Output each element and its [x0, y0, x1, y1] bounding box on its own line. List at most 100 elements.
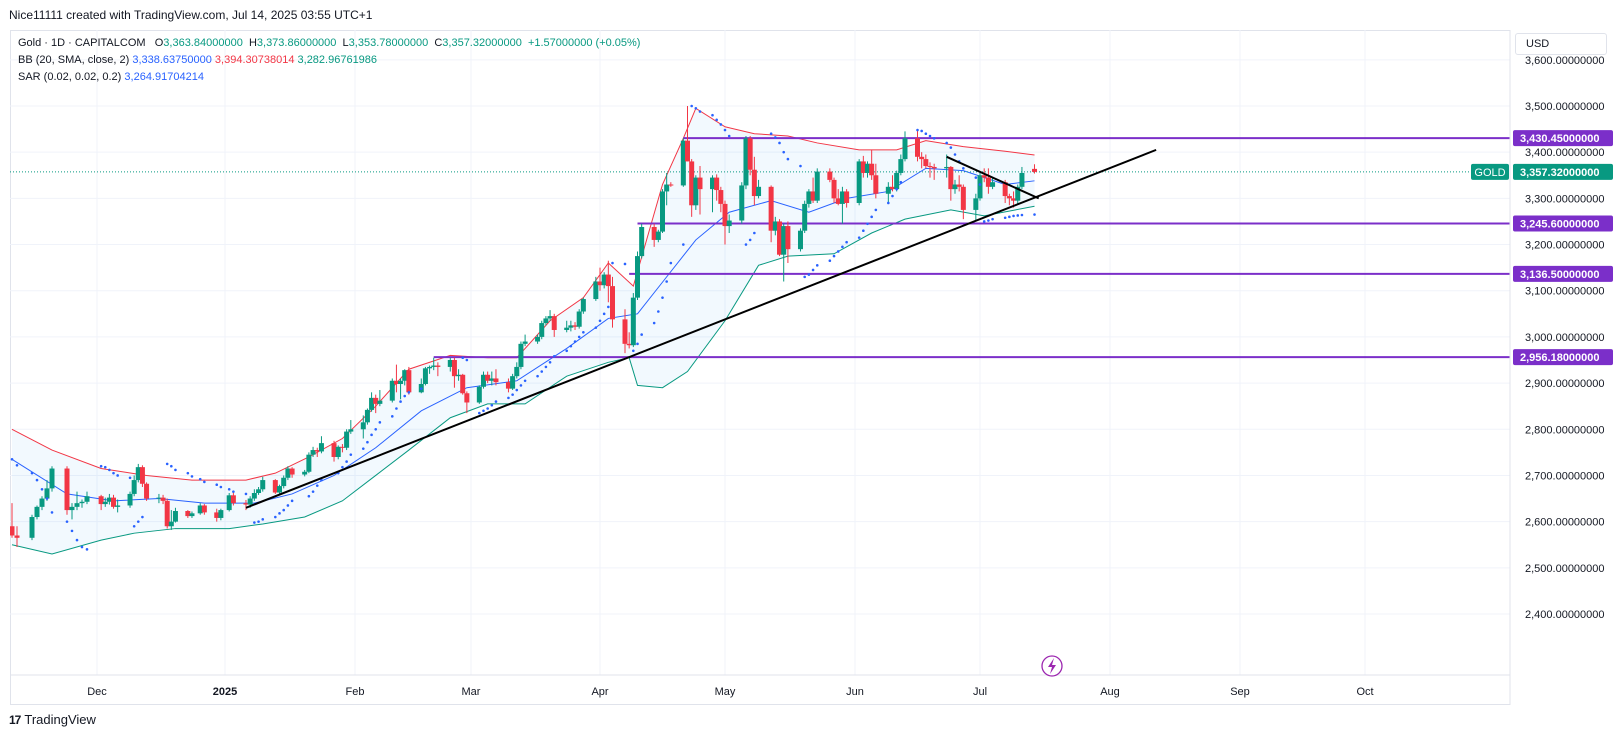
sar-dot — [987, 219, 990, 222]
candle-body — [597, 281, 603, 286]
candle-body — [844, 191, 850, 203]
change-value: +1.57000000 (+0.05%) — [527, 37, 641, 49]
candle-body — [660, 191, 665, 232]
candle-body — [64, 468, 70, 511]
price-tick-label: 2,700.00000000 — [1525, 470, 1605, 482]
candle-body — [456, 374, 462, 377]
price-axis[interactable]: 2,400.00000000 2,500.00000000 2,600.000000… — [1509, 30, 1605, 705]
candle-body — [605, 274, 611, 287]
candle-body — [1019, 172, 1025, 187]
time-tick-label: Aug — [1100, 686, 1120, 698]
candle-body — [460, 374, 466, 394]
sar-dot — [274, 515, 277, 519]
candle-body — [230, 495, 236, 504]
candle-body — [572, 325, 578, 327]
sar-dot — [75, 538, 79, 542]
candle-body — [806, 191, 812, 204]
candle-body — [1002, 182, 1008, 197]
sar-row[interactable]: SAR (0.02, 0.02, 0.2) 3,264.91704214 — [18, 69, 640, 86]
time-tick-label: Jul — [973, 686, 987, 698]
candle-body — [885, 186, 891, 194]
sar-dot — [232, 490, 235, 493]
bb-lower-line — [11, 205, 1035, 555]
trendline — [245, 148, 1157, 509]
candle-body — [689, 161, 695, 206]
time-axis[interactable]: Dec 2025 Feb Mar Apr May Jun Jul Aug Sep Oct — [10, 674, 1510, 698]
sar-dot — [395, 407, 398, 410]
sar-dot — [665, 280, 668, 283]
sar-dot — [548, 361, 552, 364]
sar-dot — [769, 132, 773, 136]
lightning-icon[interactable] — [1041, 655, 1063, 677]
sar-dot — [1008, 215, 1011, 219]
currency-selector[interactable]: USD — [1515, 33, 1607, 55]
sar-dot — [511, 393, 514, 396]
candle-body — [680, 140, 686, 186]
candle-body — [756, 186, 762, 197]
sar-dot — [723, 128, 727, 132]
sar-dot — [753, 231, 756, 235]
candle-body — [135, 467, 141, 481]
sar-dot — [315, 484, 319, 487]
candle-body — [948, 166, 954, 190]
sar-dot — [349, 453, 353, 456]
price-tick-label: 2,600.00000000 — [1525, 517, 1605, 529]
candle-body — [451, 360, 457, 377]
sar-dot — [141, 515, 144, 519]
sar-dot — [390, 415, 394, 418]
candle-body — [777, 221, 783, 255]
sar-dot — [565, 349, 569, 353]
price-tick-label: 3,600.00000000 — [1525, 55, 1605, 67]
sar-dot — [962, 167, 965, 170]
candle-body — [189, 513, 195, 517]
candle-body — [551, 316, 557, 330]
candle-body — [931, 166, 937, 169]
candle-body — [160, 497, 166, 501]
candle-body — [869, 163, 875, 176]
sar-dot — [219, 485, 223, 489]
candle-body — [510, 376, 516, 389]
bb-row[interactable]: BB (20, SMA, close, 2) 3,338.63750000 3,… — [18, 52, 640, 69]
candle-body — [518, 343, 524, 367]
sar-dot — [594, 326, 598, 329]
level-price-tag-text: 2,956.18000000 — [1520, 352, 1600, 364]
candle-body — [49, 468, 55, 489]
sar-dot — [80, 545, 84, 549]
candle-body — [168, 521, 174, 527]
sar-dot — [261, 518, 265, 521]
candle-body — [693, 177, 699, 206]
candle-body — [185, 511, 191, 517]
candle-body — [485, 374, 491, 381]
symbol-tag-text: GOLD — [1474, 167, 1505, 179]
symbol-label[interactable]: Gold · 1D · CAPITALCOM — [18, 37, 146, 49]
sar-dot — [920, 129, 923, 133]
candle-body — [377, 400, 383, 404]
candle-body — [873, 175, 879, 194]
candle-body — [393, 380, 399, 385]
candle-body — [1011, 198, 1017, 201]
close-label: C — [434, 37, 443, 49]
sar-dot — [552, 355, 556, 358]
candle-body — [797, 230, 803, 250]
footer-brand-text: TradingView — [24, 712, 96, 727]
sar-dot — [811, 268, 815, 272]
sar-dot — [690, 104, 693, 108]
sar-dot — [507, 396, 510, 400]
sar-dot — [244, 492, 248, 496]
sar-dot — [108, 468, 111, 472]
sar-dot — [698, 110, 702, 113]
candle-body — [369, 397, 375, 410]
sar-dot — [582, 330, 585, 334]
sar-dot — [661, 296, 664, 299]
candle-body — [655, 231, 661, 240]
candle-body — [251, 493, 257, 499]
candle-body — [115, 505, 121, 507]
candle-body — [476, 386, 482, 403]
trendlines[interactable] — [245, 148, 1157, 509]
sar-dot — [536, 374, 539, 378]
sar-dot — [949, 146, 953, 149]
sar-dot — [1033, 213, 1036, 216]
sar-dot — [494, 400, 498, 403]
candle-body — [102, 501, 108, 505]
